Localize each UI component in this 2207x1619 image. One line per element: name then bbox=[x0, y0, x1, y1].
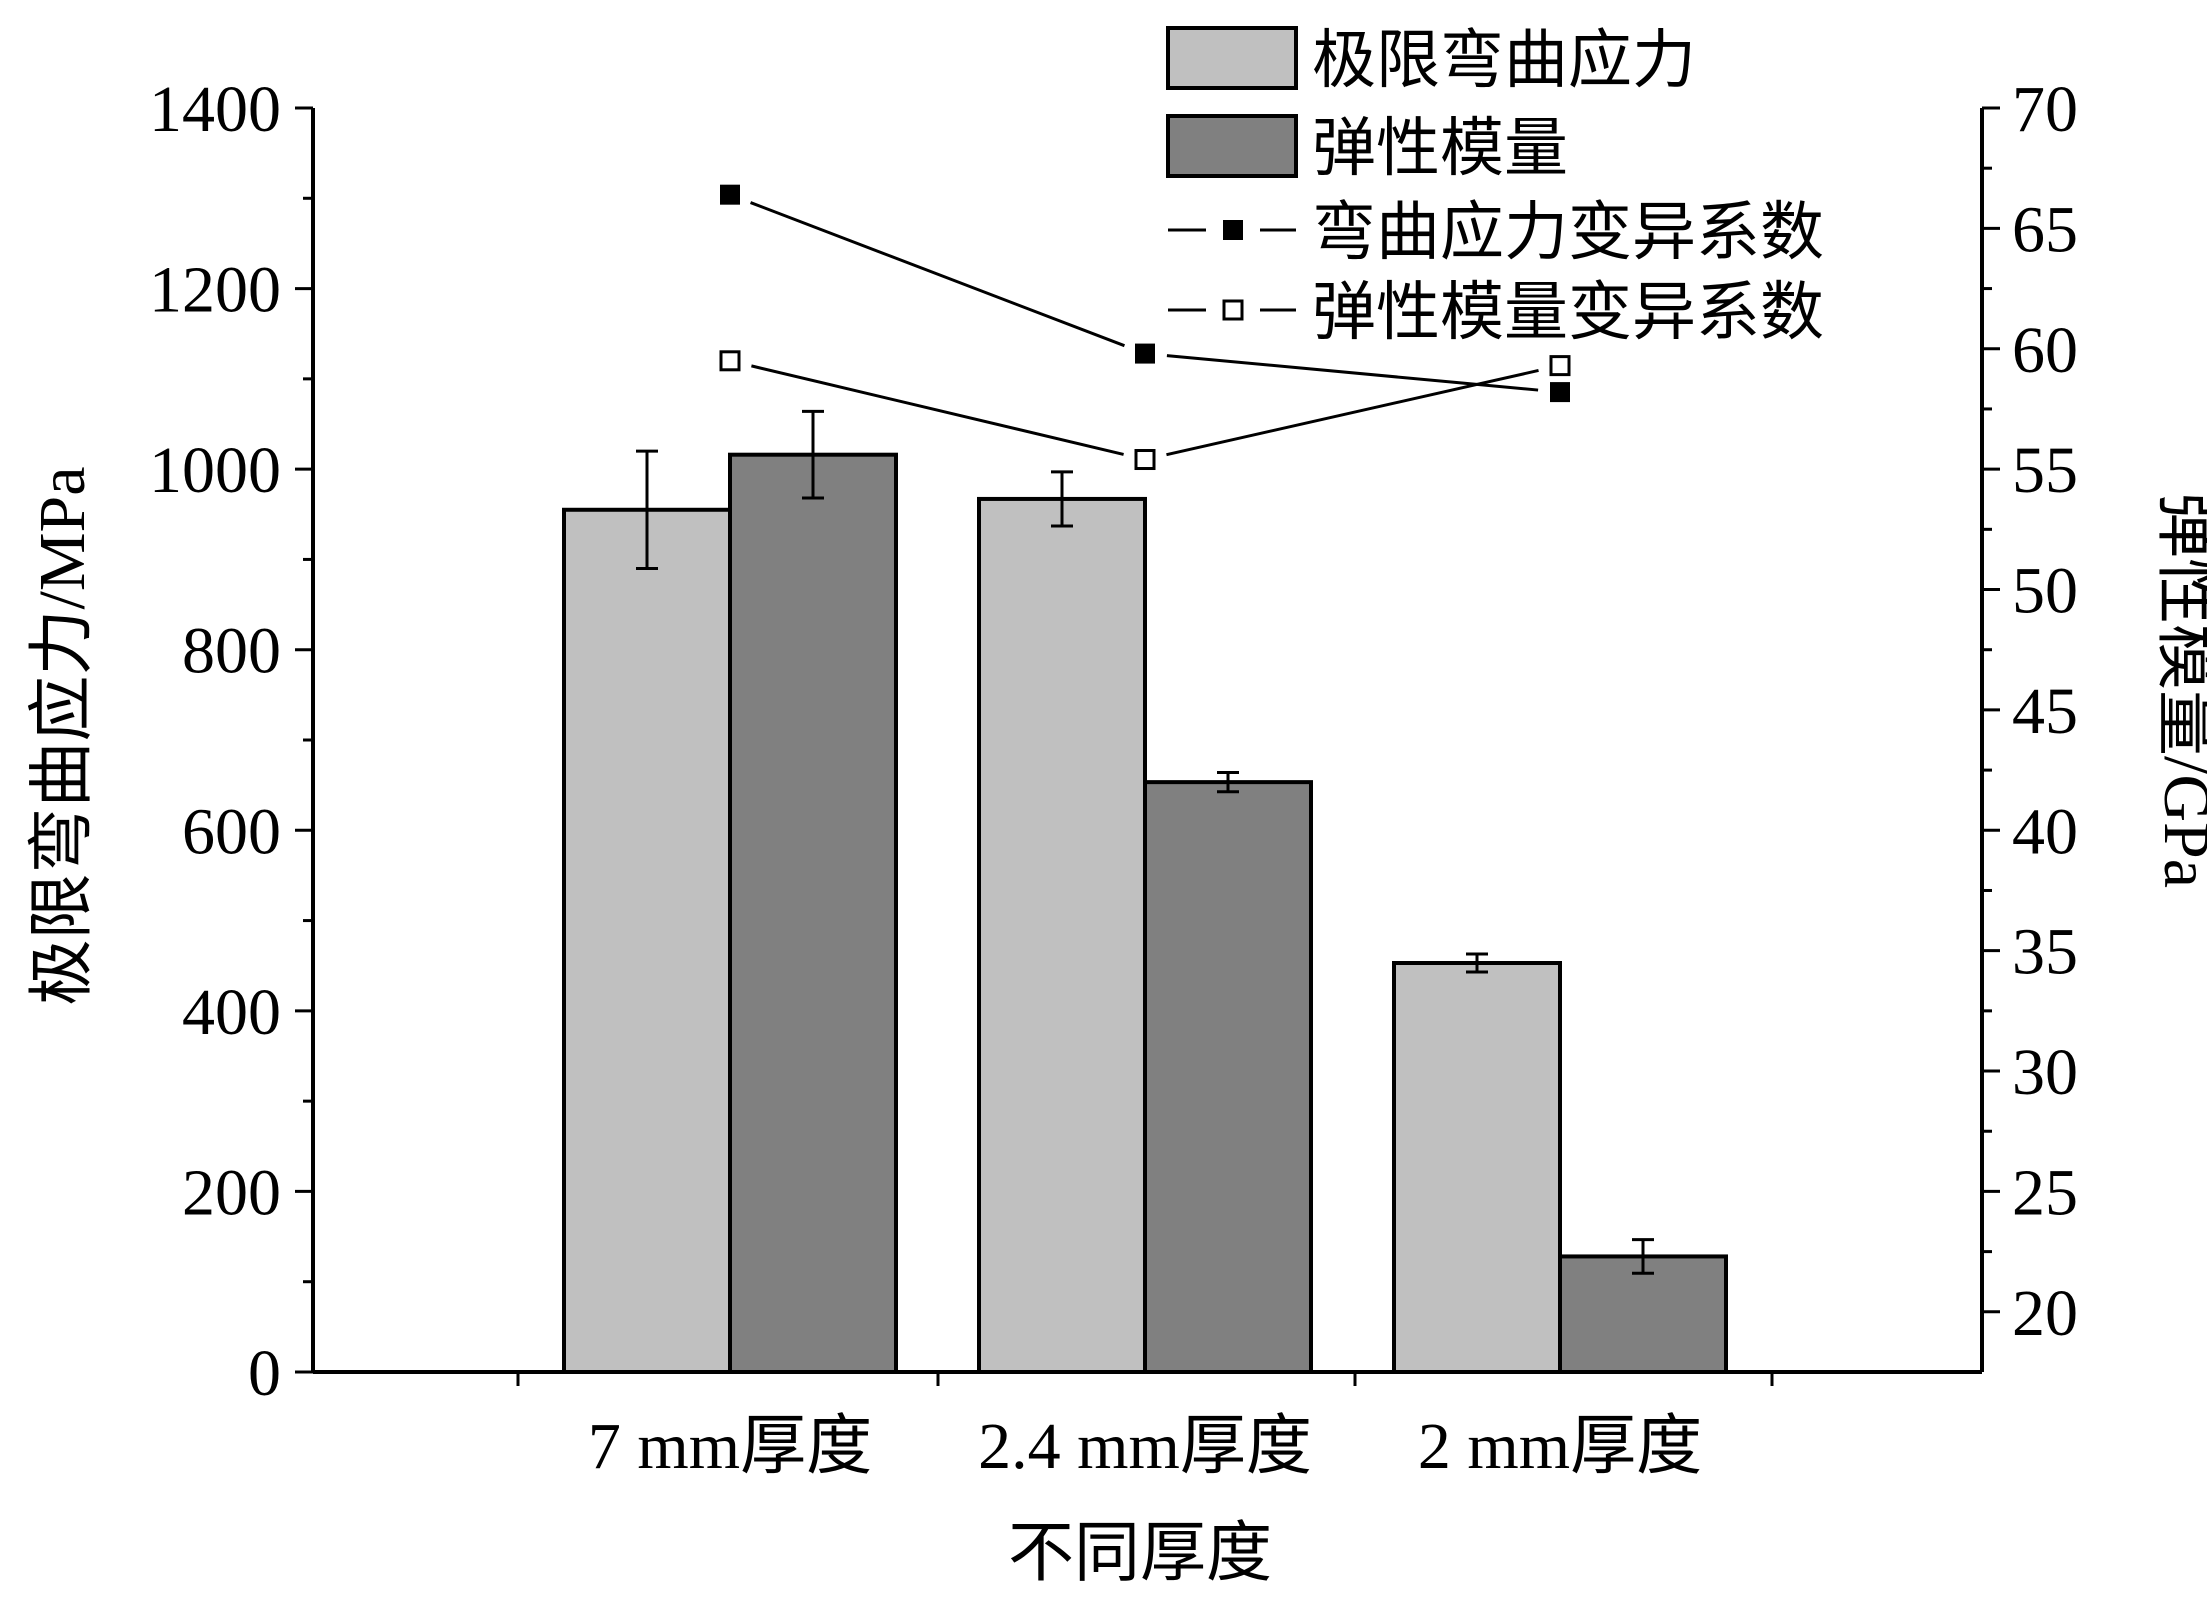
left-y-axis-title: 极限弯曲应力/MPa bbox=[26, 466, 99, 1005]
legend-label-flexural-strength: 极限弯曲应力 bbox=[1312, 25, 1696, 96]
left-tick-label: 400 bbox=[182, 976, 281, 1049]
cv-elastic-modulus-line bbox=[1166, 369, 1539, 457]
legend-cv-flexural-strength-marker bbox=[1223, 220, 1243, 240]
axes: 0 200 400 600 800 1000 1200 1400 20 25 30 35 40 45 50 5… bbox=[149, 73, 2078, 1483]
legend-cv-elastic-modulus-marker bbox=[1222, 299, 1244, 321]
right-tick-label: 60 bbox=[2012, 314, 2078, 387]
bars bbox=[562, 409, 1728, 1375]
right-tick-label: 30 bbox=[2012, 1036, 2078, 1109]
right-tick-label: 70 bbox=[2012, 73, 2078, 146]
x-tick-label: 2 mm厚度 bbox=[1418, 1410, 1702, 1483]
x-tick-label: 2.4 mm厚度 bbox=[978, 1410, 1312, 1483]
right-tick-label: 45 bbox=[2012, 675, 2078, 748]
cv-elastic-modulus-point bbox=[1134, 449, 1156, 471]
cv-flexural-strength-point bbox=[1550, 382, 1570, 403]
x-tick-label: 7 mm厚度 bbox=[588, 1410, 872, 1483]
bar-elastic-modulus bbox=[1143, 780, 1313, 1374]
legend-swatch-elastic-modulus bbox=[1166, 114, 1298, 178]
bar-elastic-modulus bbox=[1558, 1254, 1728, 1375]
cv-elastic-modulus-point bbox=[719, 350, 741, 372]
legend-label-elastic-modulus: 弹性模量 bbox=[1312, 113, 1568, 184]
left-tick-label: 1400 bbox=[149, 73, 281, 146]
legend-swatch-flexural-strength bbox=[1166, 26, 1298, 90]
bar-elastic-modulus bbox=[728, 452, 898, 1374]
lines bbox=[719, 184, 1571, 471]
cv-elastic-modulus-line bbox=[751, 364, 1124, 456]
x-axis-title: 不同厚度 bbox=[1008, 1517, 1272, 1590]
left-tick-label: 1000 bbox=[149, 434, 281, 507]
right-tick-label: 50 bbox=[2012, 555, 2078, 628]
right-tick-label: 40 bbox=[2012, 795, 2078, 868]
cv-flexural-strength-point bbox=[720, 184, 740, 205]
left-tick-label: 800 bbox=[182, 615, 281, 688]
right-tick-label: 20 bbox=[2012, 1277, 2078, 1350]
legend-label-cv-elastic-modulus: 弹性模量变异系数 bbox=[1312, 277, 1824, 348]
legend-label-cv-flexural-strength: 弯曲应力变异系数 bbox=[1312, 197, 1824, 268]
bar-flexural-strength bbox=[977, 496, 1147, 1374]
right-y-axis-title: 弹性模量/GPa bbox=[2150, 492, 2207, 888]
cv-flexural-strength-line bbox=[750, 201, 1125, 348]
cv-flexural-strength-point bbox=[1135, 343, 1155, 364]
bar-flexural-strength bbox=[1392, 961, 1562, 1375]
left-tick-label: 0 bbox=[248, 1337, 281, 1410]
cv-elastic-modulus-point bbox=[1549, 355, 1571, 377]
right-tick-label: 65 bbox=[2012, 193, 2078, 266]
bar-flexural-strength bbox=[562, 507, 732, 1374]
right-tick-label: 35 bbox=[2012, 916, 2078, 989]
cv-flexural-strength-line bbox=[1166, 354, 1539, 392]
right-tick-label: 25 bbox=[2012, 1156, 2078, 1229]
right-tick-label: 55 bbox=[2012, 434, 2078, 507]
left-tick-label: 200 bbox=[182, 1156, 281, 1229]
left-tick-label: 600 bbox=[182, 795, 281, 868]
left-tick-label: 1200 bbox=[149, 254, 281, 327]
labels: 不同厚度 极限弯曲应力/MPa 弹性模量/GPa bbox=[26, 466, 2207, 1590]
